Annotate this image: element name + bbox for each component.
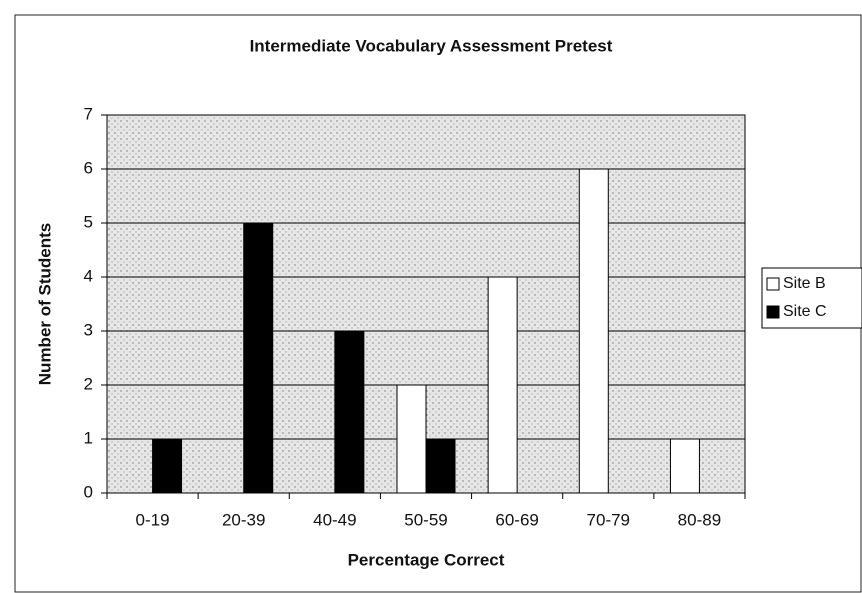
x-tick-label: 70-79: [587, 510, 630, 529]
bar: [396, 384, 427, 494]
bar: [487, 276, 518, 494]
bar: [578, 168, 609, 494]
bar: [152, 438, 183, 494]
bar: [425, 438, 456, 494]
y-tick-label: 0: [84, 482, 93, 501]
x-tick-label: 40-49: [313, 510, 356, 529]
y-tick-label: 3: [84, 320, 93, 339]
legend-label: Site B: [783, 275, 826, 292]
x-tick-label: 20-39: [222, 510, 265, 529]
x-tick-label: 80-89: [678, 510, 721, 529]
legend-label: Site C: [783, 303, 827, 320]
bar: [243, 222, 274, 494]
legend-swatch: [766, 305, 780, 319]
y-tick-label: 7: [84, 104, 93, 123]
y-axis-title: Number of Students: [35, 223, 54, 385]
chart-title: Intermediate Vocabulary Assessment Prete…: [250, 36, 613, 55]
x-tick-label: 0-19: [136, 510, 170, 529]
y-tick-label: 4: [84, 266, 93, 285]
x-tick-label: 50-59: [404, 510, 447, 529]
y-tick-label: 5: [84, 212, 93, 231]
bar: [669, 438, 700, 494]
legend-swatch: [766, 277, 780, 291]
x-tick-label: 60-69: [495, 510, 538, 529]
y-tick-label: 2: [84, 374, 93, 393]
x-axis-title: Percentage Correct: [348, 550, 505, 569]
y-tick-label: 1: [84, 428, 93, 447]
y-tick-label: 6: [84, 158, 93, 177]
bar: [334, 330, 365, 494]
